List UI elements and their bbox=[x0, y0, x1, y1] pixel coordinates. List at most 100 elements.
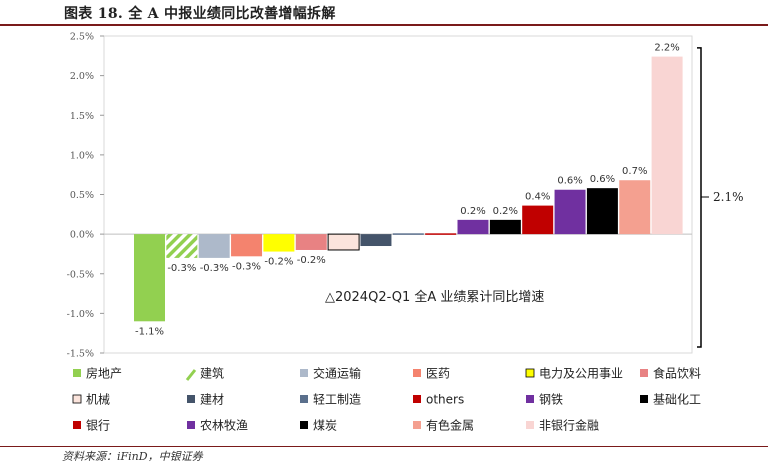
data-label: -1.1% bbox=[135, 326, 164, 337]
data-label: 0.7% bbox=[622, 166, 647, 177]
legend-swatch bbox=[300, 421, 308, 429]
y-tick-label: 2.5% bbox=[70, 32, 94, 43]
legend-swatch bbox=[300, 369, 308, 377]
legend-item: 机械 bbox=[72, 392, 110, 407]
data-labels: -1.1%-0.3% -0.3% -0.3% -0.2% -0.2%0.2% 0.2%0.… bbox=[135, 43, 680, 338]
legend-label: 非银行金融 bbox=[539, 418, 599, 433]
y-tick-label: -1.5% bbox=[67, 349, 94, 360]
legend-item: 轻工制造 bbox=[300, 393, 361, 407]
legend-label: 银行 bbox=[86, 419, 110, 433]
y-tick-label: -1.0% bbox=[67, 309, 94, 320]
data-label: 0.6% bbox=[590, 174, 615, 185]
bar-15 bbox=[586, 188, 618, 235]
bar-9 bbox=[392, 233, 424, 235]
legend-item: 农林牧渔 bbox=[187, 419, 248, 433]
bar-5 bbox=[263, 234, 295, 252]
data-label: 0.4% bbox=[525, 192, 550, 203]
bars bbox=[134, 56, 683, 322]
legend-label: 医药 bbox=[426, 367, 450, 381]
legend-label: 机械 bbox=[86, 392, 110, 407]
legend-item: 建筑 bbox=[185, 366, 224, 381]
data-label: 0.2% bbox=[460, 206, 485, 217]
legend-swatch bbox=[526, 421, 534, 429]
y-tick-label: 0.0% bbox=[70, 230, 94, 241]
legend-swatch bbox=[640, 395, 648, 403]
legend-label: 交通运输 bbox=[313, 366, 361, 381]
legend-item: 医药 bbox=[413, 367, 450, 381]
legend-item: 钢铁 bbox=[526, 393, 563, 407]
legend-label: 有色金属 bbox=[426, 418, 474, 433]
legend-swatch bbox=[640, 369, 648, 377]
y-tick-label: 1.0% bbox=[70, 150, 94, 161]
legend-item: 建材 bbox=[187, 393, 224, 407]
legend-swatch bbox=[413, 421, 421, 429]
legend-swatch bbox=[185, 369, 197, 381]
bracket: 2.1% bbox=[697, 47, 744, 348]
bar-8 bbox=[360, 234, 392, 247]
bar-17 bbox=[651, 56, 683, 235]
bar-11 bbox=[457, 219, 489, 235]
data-label: 2.2% bbox=[654, 43, 679, 54]
y-tick-label: -0.5% bbox=[67, 269, 94, 280]
figure-title: 图表 18. 全 A 中报业绩同比改善增幅拆解 bbox=[64, 6, 336, 22]
legend-item: 非银行金融 bbox=[526, 418, 599, 433]
bar-10 bbox=[425, 233, 457, 235]
legend-item: 基础化工 bbox=[640, 393, 701, 407]
chart-annotation: △2024Q2-Q1 全A 业绩累计同比增速 bbox=[325, 289, 544, 305]
legend-swatch bbox=[72, 394, 82, 404]
legend-label: 钢铁 bbox=[539, 393, 563, 407]
legend-label: 建材 bbox=[200, 393, 224, 407]
legend-swatch bbox=[300, 395, 308, 403]
bracket-label: 2.1% bbox=[713, 190, 744, 204]
legend-swatch bbox=[525, 368, 535, 378]
legend-label: 煤炭 bbox=[313, 419, 337, 433]
bar-2 bbox=[166, 234, 198, 258]
legend-label: 建筑 bbox=[200, 366, 224, 381]
data-label: -0.3% bbox=[232, 261, 261, 272]
source-note: 资料来源：iFinD，中银证券 bbox=[62, 450, 203, 463]
legend-label: others bbox=[426, 393, 464, 407]
data-label: -0.3% bbox=[200, 263, 229, 274]
legend-item: 食品饮料 bbox=[640, 366, 701, 381]
legend-label: 房地产 bbox=[86, 366, 122, 381]
data-label: 0.6% bbox=[557, 176, 582, 187]
bar-4 bbox=[231, 234, 263, 257]
legend-swatch bbox=[73, 421, 81, 429]
bar-14 bbox=[554, 189, 586, 235]
legend-label: 农林牧渔 bbox=[200, 419, 248, 433]
bar-6 bbox=[295, 234, 327, 250]
bar-3 bbox=[198, 234, 230, 258]
legend-swatch bbox=[526, 395, 534, 403]
legend-item: 有色金属 bbox=[413, 418, 474, 433]
data-label: -0.2% bbox=[264, 257, 293, 268]
bar-1 bbox=[134, 234, 165, 322]
legend-label: 轻工制造 bbox=[313, 393, 361, 407]
legend-item: others bbox=[413, 393, 464, 407]
legend-label: 电力及公用事业 bbox=[539, 367, 623, 381]
bracket-line bbox=[697, 47, 702, 348]
legend-item: 房地产 bbox=[73, 366, 122, 381]
legend-swatch bbox=[187, 421, 195, 429]
bar-7 bbox=[327, 233, 360, 251]
legend-swatch bbox=[413, 369, 421, 377]
legend-label: 食品饮料 bbox=[653, 366, 701, 381]
legend-swatch bbox=[73, 369, 81, 377]
bar-13 bbox=[522, 205, 554, 235]
data-label: 0.2% bbox=[493, 206, 518, 217]
title-rule bbox=[0, 24, 768, 26]
y-tick-label: 0.5% bbox=[70, 190, 94, 201]
legend-item: 银行 bbox=[73, 419, 110, 433]
data-label: -0.3% bbox=[167, 263, 196, 274]
data-label: -0.2% bbox=[297, 255, 326, 266]
legend-item: 煤炭 bbox=[300, 419, 337, 433]
legend-item: 交通运输 bbox=[300, 366, 361, 381]
legend-swatch bbox=[413, 395, 421, 403]
legend-swatch bbox=[187, 395, 195, 403]
y-tick-label: 1.5% bbox=[70, 111, 94, 122]
y-tick-label: 2.0% bbox=[70, 71, 94, 82]
bar-12 bbox=[489, 219, 521, 235]
chart: -1.5%-1.0%-0.5%0.0%0.5%1.0%1.5%2.0%2.5% … bbox=[67, 32, 744, 433]
bar-16 bbox=[619, 180, 651, 235]
legend-label: 基础化工 bbox=[653, 393, 701, 407]
